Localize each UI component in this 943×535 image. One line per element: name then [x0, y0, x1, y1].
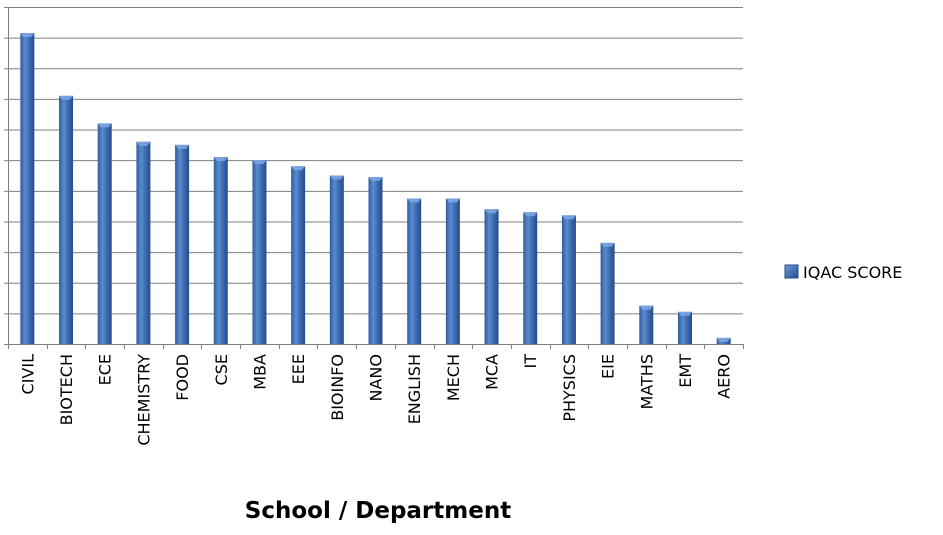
bar-cap	[407, 198, 422, 203]
bar-cap	[677, 311, 692, 316]
bar	[445, 198, 460, 344]
bar	[291, 166, 306, 344]
bar	[368, 177, 383, 344]
bar-mca	[484, 209, 499, 344]
bar-cap	[329, 175, 344, 180]
bar-biotech	[59, 95, 74, 344]
category-label: BIOINFO	[328, 354, 347, 421]
category-label: MECH	[444, 354, 463, 401]
category-label: ECE	[96, 354, 115, 385]
category-label: PHYSICS	[560, 354, 579, 422]
category-label: ENGLISH	[405, 354, 424, 424]
bar	[136, 141, 151, 344]
axes	[4, 7, 744, 349]
bar	[407, 198, 422, 344]
bar-physics	[561, 215, 576, 344]
category-label: CSE	[212, 354, 231, 385]
bar-cap	[716, 337, 731, 342]
bar-bioinfo	[329, 175, 344, 344]
bar-cap	[600, 242, 615, 247]
bar	[677, 311, 692, 344]
bar	[252, 160, 267, 344]
bar-cap	[368, 177, 383, 182]
bar-eie	[600, 242, 615, 344]
bar-chemistry	[136, 141, 151, 344]
bar	[329, 175, 344, 344]
category-label: MATHS	[637, 354, 656, 409]
category-label: FOOD	[173, 354, 192, 401]
category-labels: CIVIL BIOTECH ECE CHEMISTRY FOOD CSE MBA EEE BIO…	[18, 354, 733, 446]
bar-cap	[639, 305, 654, 310]
bar-cap	[523, 212, 538, 217]
bar-it	[523, 212, 538, 344]
bar-ece	[97, 123, 112, 344]
bar-english	[407, 198, 422, 344]
category-label: MBA	[250, 354, 269, 390]
category-label: MCA	[483, 354, 502, 390]
bar-cap	[213, 157, 228, 162]
category-label: IT	[521, 354, 540, 369]
bar	[213, 157, 228, 344]
x-axis-title: School / Department	[245, 498, 511, 524]
bar-cse	[213, 157, 228, 344]
bar-mech	[445, 198, 460, 344]
bar	[600, 242, 615, 344]
bars	[20, 33, 731, 345]
bar-civil	[20, 33, 35, 345]
bar-cap	[136, 141, 151, 146]
bar-food	[175, 144, 190, 344]
bar-cap	[59, 95, 74, 100]
category-label: CHEMISTRY	[134, 354, 153, 446]
bar	[484, 209, 499, 344]
bar-emt	[677, 311, 692, 344]
bar-nano	[368, 177, 383, 344]
bar-aero	[716, 337, 731, 344]
bar-cap	[561, 215, 576, 220]
bar	[20, 33, 35, 345]
bar-cap	[445, 198, 460, 203]
legend-swatch	[784, 264, 799, 279]
bar-cap	[20, 33, 35, 38]
bar	[639, 305, 654, 344]
category-label: EEE	[289, 354, 308, 384]
category-label: CIVIL	[18, 354, 37, 395]
legend: IQAC SCORE	[784, 263, 902, 282]
category-label: NANO	[367, 354, 386, 401]
bar	[97, 123, 112, 344]
bar	[59, 95, 74, 344]
bar-eee	[291, 166, 306, 344]
bar	[523, 212, 538, 344]
bar-cap	[97, 123, 112, 128]
bar-cap	[291, 166, 306, 171]
bar	[175, 144, 190, 344]
category-label: EIE	[599, 354, 618, 379]
category-label: BIOTECH	[57, 354, 76, 425]
bar-maths	[639, 305, 654, 344]
bar-cap	[175, 144, 190, 149]
bar-mba	[252, 160, 267, 344]
legend-label: IQAC SCORE	[803, 263, 902, 282]
category-label: AERO	[715, 354, 734, 399]
bar-cap	[484, 209, 499, 214]
category-label: EMT	[676, 354, 695, 388]
bar-cap	[252, 160, 267, 165]
bar	[561, 215, 576, 344]
